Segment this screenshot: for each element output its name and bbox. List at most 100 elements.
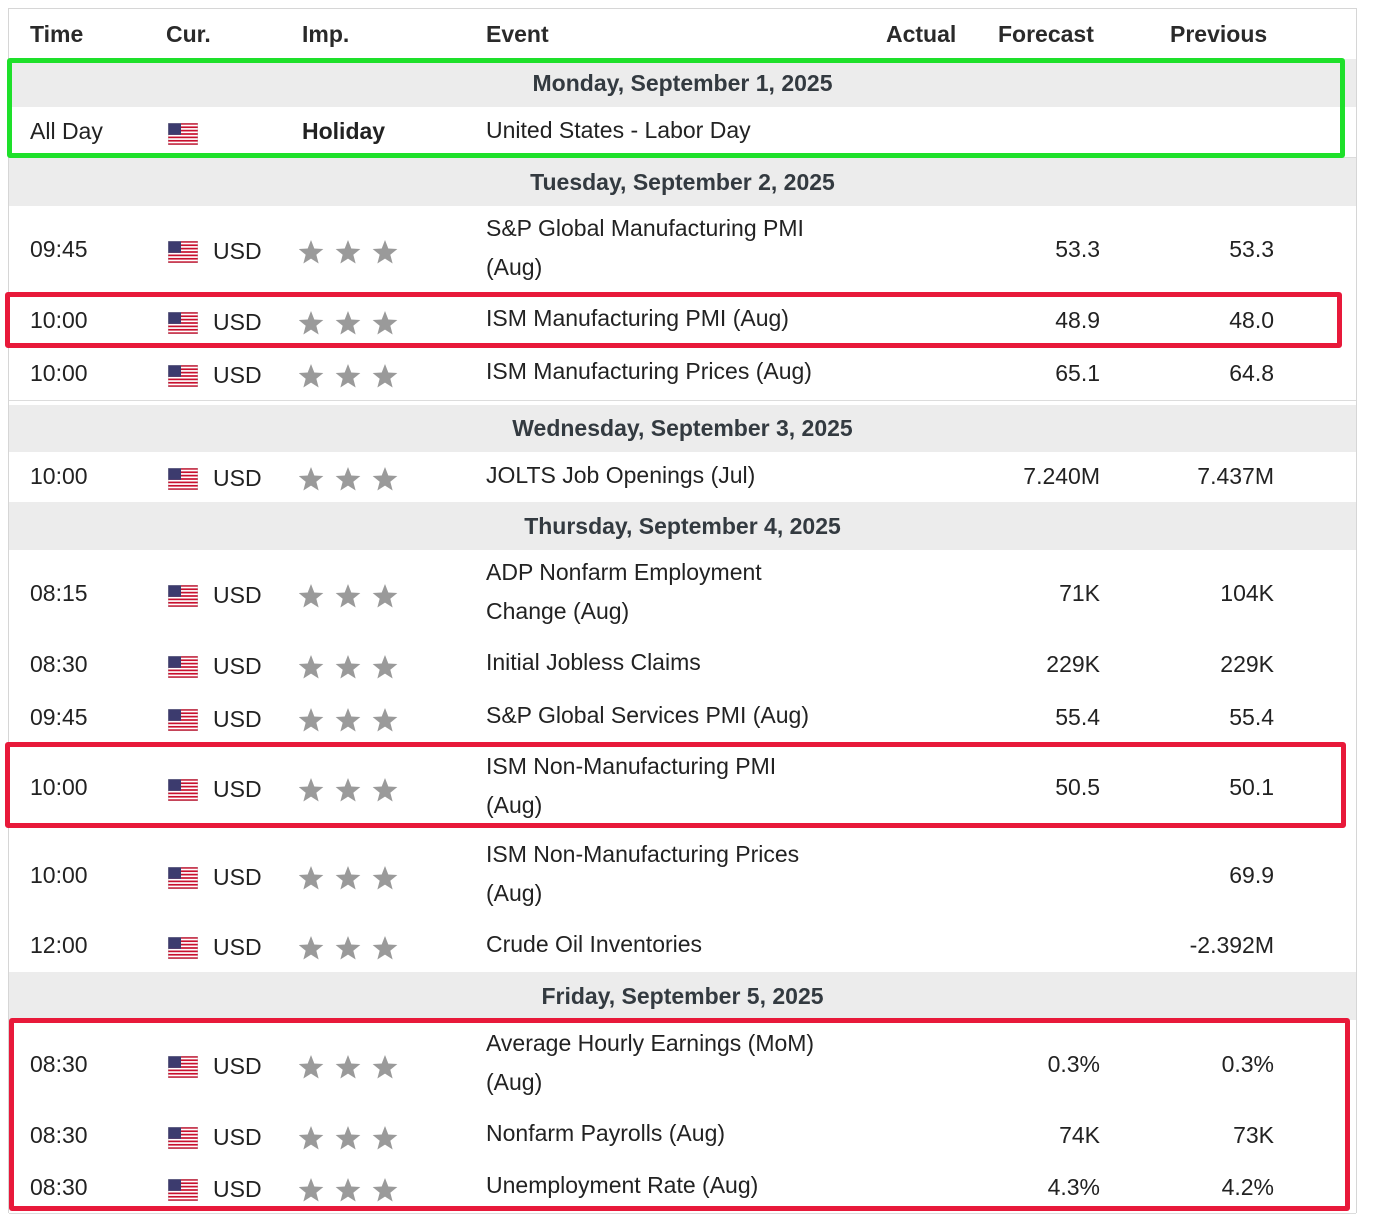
importance-stars [299,707,398,732]
importance-stars [299,467,398,491]
event-name-line: Change (Aug) [486,598,630,624]
previous-value: 229K [1220,650,1274,677]
event-name[interactable]: JOLTS Job Openings (Jul) [486,456,755,495]
star-icon [299,363,324,388]
event-name-line: Average Hourly Earnings (MoM) [486,1029,815,1056]
currency-code: USD [213,652,262,679]
table-row[interactable]: All Day Holiday United States - Labor Day [9,107,1356,158]
event-name[interactable]: Crude Oil Inventories [486,925,702,964]
star-icon [372,1177,398,1202]
event-name[interactable]: ISM Manufacturing PMI (Aug) [486,299,789,338]
star-icon [335,1054,361,1079]
forecast-value: 55.4 [1055,703,1100,730]
currency-code: USD [213,705,262,732]
us-flag-icon [168,937,198,959]
table-row[interactable]: 08:15 USD ADP Nonfarm Employment Change (Au… [9,550,1356,639]
header-time[interactable]: Time [30,21,84,47]
table-row[interactable]: 09:45 USD S&P Global Services PMI (Aug) 55.… [9,691,1356,745]
star-icon [299,1054,324,1079]
us-flag-icon [168,468,198,490]
importance-stars [299,936,398,960]
star-icon [335,707,361,732]
previous-value: 104K [1220,580,1274,606]
event-name[interactable]: ISM Manufacturing Prices (Aug) [486,352,812,391]
table-row[interactable]: 10:00 USD ISM Non-Manufacturing Prices (Aug… [9,832,1356,921]
previous-value: 7.437M [1197,463,1274,489]
star-icon [372,584,398,608]
currency-code: USD [213,238,262,264]
us-flag-icon [168,585,198,607]
star-icon [335,363,361,388]
table-row[interactable]: 10:00 USD ISM Manufacturing Prices (Aug) 65… [9,347,1356,401]
us-flag-icon [168,123,198,145]
star-icon [372,778,398,802]
us-flag-icon [168,867,198,889]
currency-code: USD [213,465,262,491]
day-header: Thursday, September 4, 2025 [9,502,1356,551]
table-header: Time Cur. Imp. Event Actual Forecast Pre… [9,9,1356,60]
us-flag-icon [168,708,198,731]
star-icon [299,1177,324,1202]
day-header: Wednesday, September 3, 2025 [9,405,1356,453]
event-name[interactable]: S&P Global Services PMI (Aug) [486,696,809,735]
star-icon [372,240,398,264]
event-name[interactable]: Average Hourly Earnings (MoM) (Aug) [486,1024,814,1102]
event-time: 10:00 [30,774,88,800]
event-name[interactable]: ADP Nonfarm Employment Change (Aug) [486,553,762,631]
event-name-line: (Aug) [486,792,543,818]
header-currency[interactable]: Cur. [166,21,211,47]
event-name[interactable]: ISM Non-Manufacturing Prices (Aug) [486,835,799,913]
forecast-value: 4.3% [1047,1173,1100,1200]
currency-code: USD [213,864,262,890]
table-row[interactable]: 12:00 USD Crude Oil Inventories -2.392M [9,920,1356,973]
table-row[interactable]: 08:30 USD Average Hourly Earnings (MoM) (Au… [9,1020,1356,1110]
table-row[interactable]: 10:00 USD ISM Manufacturing PMI (Aug) 48.9 4… [9,294,1356,348]
previous-value: 55.4 [1229,703,1274,730]
currency-code: USD [213,361,262,388]
forecast-value: 7.240M [1023,463,1100,489]
currency-code: USD [213,934,262,960]
highlight-box-ism-services [5,742,1346,828]
star-icon [299,866,324,890]
header-actual[interactable]: Actual [886,21,957,47]
event-name[interactable]: S&P Global Manufacturing PMI (Aug) [486,209,804,287]
event-name[interactable]: United States - Labor Day [486,111,751,150]
table-row[interactable]: 08:30 USD Nonfarm Payrolls (Aug) 74K 73K [9,1109,1356,1163]
table-row[interactable]: 10:00 USD JOLTS Job Openings (Jul) 7.240M 7.… [9,452,1356,503]
event-name[interactable]: Initial Jobless Claims [486,643,701,682]
importance-stars [299,1054,398,1079]
event-name[interactable]: Unemployment Rate (Aug) [486,1166,758,1205]
us-flag-icon [168,1178,198,1201]
day-header: Friday, September 5, 2025 [9,972,1356,1021]
star-icon [372,310,398,335]
economic-calendar-table: Time Cur. Imp. Event Actual Forecast Pre… [8,8,1357,1214]
event-name-line: (Aug) [486,254,543,280]
currency-code: USD [213,1123,262,1150]
star-icon [335,866,361,890]
importance-stars [299,310,398,335]
event-name-line: (Aug) [486,1068,543,1095]
table-row[interactable]: 08:30 USD Initial Jobless Claims 229K 229K [9,638,1356,692]
header-previous[interactable]: Previous [1170,21,1268,47]
event-time: 08:30 [30,1173,88,1200]
star-icon [299,467,324,491]
event-name-line: ISM Non-Manufacturing PMI [486,753,777,779]
day-header: Monday, September 1, 2025 [9,59,1356,108]
event-name[interactable]: ISM Non-Manufacturing PMI (Aug) [486,747,776,825]
header-forecast[interactable]: Forecast [998,21,1094,47]
importance-stars [299,654,398,679]
event-name-line: ADP Nonfarm Employment [486,559,762,585]
header-event[interactable]: Event [486,21,549,47]
previous-value: 64.8 [1229,359,1274,386]
forecast-value: 74K [1059,1121,1100,1148]
forecast-value: 229K [1046,650,1100,677]
table-row[interactable]: 09:45 USD S&P Global Manufacturing PMI (Aug… [9,206,1356,295]
table-row[interactable]: 08:30 USD Unemployment Rate (Aug) 4.3% 4.2% [9,1162,1356,1214]
header-importance[interactable]: Imp. [302,21,350,47]
forecast-value: 65.1 [1055,359,1100,386]
star-icon [372,707,398,732]
currency-code: USD [213,1052,262,1079]
table-row[interactable]: 10:00 USD ISM Non-Manufacturing PMI (Aug) 50… [9,744,1356,833]
event-name[interactable]: Nonfarm Payrolls (Aug) [486,1114,725,1153]
previous-value: 50.1 [1229,774,1274,800]
